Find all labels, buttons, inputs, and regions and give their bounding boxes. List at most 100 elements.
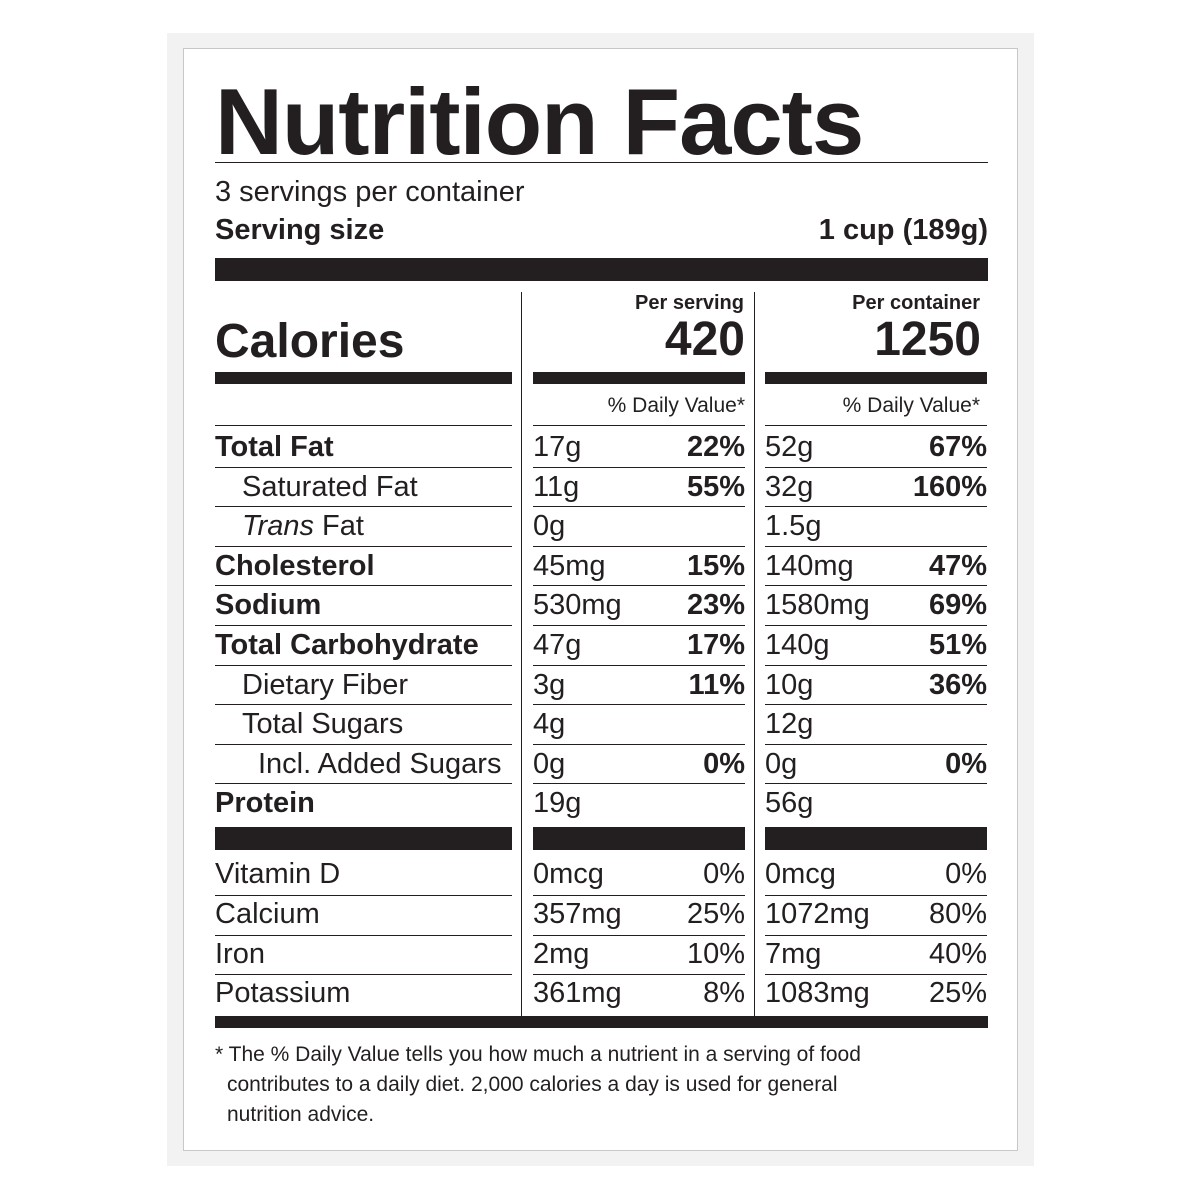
row-divider-left [215,934,512,936]
nutrition-facts-title: Nutrition Facts [215,69,864,174]
nutrient-daily-value: 0% [703,747,745,780]
row-divider-right [765,466,987,468]
nutrient-amount: 10g [765,668,814,701]
row-divider-left [215,743,512,745]
vitamins-divider-mid [533,827,745,850]
row-divider-mid [533,934,745,936]
row-divider-left [215,974,512,976]
vitamin-daily-value: 25% [928,977,987,1010]
vitamins-divider-left [215,827,512,850]
nutrient-daily-value: 23% [686,589,745,622]
row-divider-right [765,625,987,626]
vitamin-amount: 357mg [533,897,622,930]
nutrient-amount: 0g [533,747,566,780]
footnote-line: * The % Daily Value tells you how much a… [215,1043,861,1066]
row-divider-right [765,425,987,426]
nutrient-name: Dietary Fiber [242,668,408,702]
nutrient-amount: 140mg [765,549,854,582]
vitamin-amount: 0mcg [533,858,604,890]
nutrient-name: Protein [215,786,315,820]
row-divider-left [215,545,512,547]
row-divider-right [765,894,987,896]
nutrient-name-text: Total Fat [215,431,334,463]
nutrient-amount: 1580mg [765,589,870,622]
row-divider-mid [533,894,745,896]
nutrient-name-text: Protein [215,787,315,820]
vitamins-divider-right [765,827,987,850]
nutrient-amount: 0g [533,510,566,543]
nutrient-amount: 11g [533,470,580,503]
row-divider-mid [533,974,745,976]
nutrient-daily-value: 160% [912,470,987,503]
vitamin-daily-value: 0% [945,858,987,890]
nutrient-name: Total Sugars [242,707,403,741]
nutrient-daily-value: 69% [928,589,987,622]
row-divider-mid [533,466,745,468]
per-container-header: Per container [852,292,980,314]
title-divider [215,162,988,163]
nutrient-name-text: Incl. Added Sugars [258,747,502,780]
column-divider-2 [754,292,755,1016]
nutrient-amount: 52g [765,431,814,463]
thick-divider-top [215,258,988,281]
row-divider-right [765,585,987,587]
row-divider-left [215,664,512,666]
servings-per-container: 3 servings per container [215,176,525,208]
nutrient-daily-value: 67% [928,431,987,463]
nutrient-name-text: Cholesterol [215,549,375,582]
nutrient-daily-value: 22% [686,431,745,463]
row-divider-right [765,704,987,706]
nutrient-name-text: Dietary Fiber [242,668,408,701]
row-divider-left [215,894,512,896]
footnote-line: contributes to a daily diet. 2,000 calor… [227,1073,838,1096]
row-divider-left [215,466,512,468]
vitamin-daily-value: 10% [686,937,745,970]
nutrient-amount: 17g [533,431,582,463]
nutrient-amount: 32g [765,470,814,503]
nutrient-daily-value: 36% [928,668,987,701]
vitamin-daily-value: 80% [928,897,987,930]
nutrient-daily-value: 15% [686,549,745,582]
row-divider-mid [533,743,745,745]
row-divider-mid [533,625,745,626]
row-divider-right [765,545,987,547]
nutrient-amount: 4g [533,708,566,741]
nutrient-name: Saturated Fat [242,470,418,504]
nutrient-name-text: Saturated Fat [242,470,418,503]
row-divider-mid [533,506,745,508]
nutrient-amount: 47g [533,629,582,661]
row-divider-right [765,506,987,508]
vitamin-amount: 1083mg [765,977,870,1010]
nutrient-amount: 56g [765,787,814,820]
nutrient-amount: 19g [533,787,582,820]
dv-header-container: % Daily Value* [842,394,980,417]
calories-divider-right [765,372,987,384]
vitamin-name: Iron [215,937,265,970]
row-divider-mid [533,585,745,587]
row-divider-right [765,934,987,936]
nutrient-amount: 1.5g [765,510,822,543]
row-divider-mid [533,664,745,666]
row-divider-right [765,743,987,745]
calories-per-container: 1250 [874,313,981,366]
nutrient-amount: 3g [533,668,566,701]
thick-divider-bottom [215,1016,988,1028]
row-divider-left [215,585,512,587]
row-divider-left [215,625,512,626]
nutrient-name: Sodium [215,588,321,622]
dv-header-serving: % Daily Value* [607,394,745,417]
vitamin-amount: 0mcg [765,858,836,890]
nutrient-amount: 45mg [533,549,606,582]
nutrient-daily-value: 11% [688,668,745,701]
vitamin-amount: 7mg [765,937,822,970]
nutrient-name-prefix: Trans [242,510,314,543]
row-divider-left [215,783,512,785]
vitamin-daily-value: 25% [686,897,745,930]
nutrient-name-text: Fat [322,510,364,543]
vitamin-daily-value: 0% [703,858,745,890]
vitamin-amount: 2mg [533,937,590,970]
nutrient-daily-value: 17% [686,629,745,661]
serving-size-value: 1 cup (189g) [818,214,988,246]
daily-value-footnote: * The % Daily Value tells you how much a… [215,1040,985,1130]
vitamin-daily-value: 8% [703,977,745,1010]
